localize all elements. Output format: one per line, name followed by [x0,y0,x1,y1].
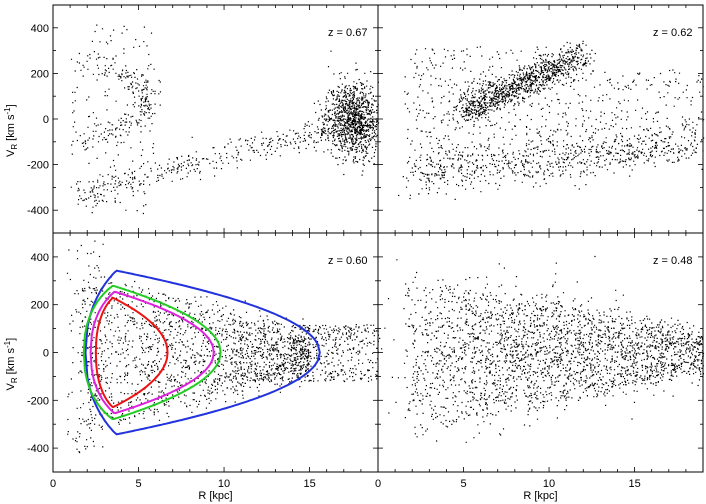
panel-frame [377,4,704,234]
y-tick-label: -200 [27,160,49,172]
y-tick-label: 200 [31,300,49,312]
scatter-dots [398,40,705,201]
x-tick-label: 0 [375,478,381,490]
scatter-points [398,40,705,201]
panel-top-left: z = 0.67 [52,4,380,234]
axis-ticks: 400 200 0 -200 -400 400 200 0 -200 -400 0 5 10 15 0 5 10… [27,4,704,490]
y-axis-label-bottom: VR [km s-1] [3,338,19,391]
y-tick-label: 400 [31,252,49,264]
panel-label: z = 0.62 [653,27,692,39]
y-tick-label: 200 [31,68,49,80]
orbit-curve [84,269,321,436]
x-tick-label: 0 [50,478,56,490]
panel-frame [52,232,379,473]
orbit-curve [94,296,169,409]
orbit-curve [82,284,222,421]
x-tick-label: 10 [543,478,555,490]
scatter-points [70,24,380,215]
y-tick-label: -200 [27,395,49,407]
x-axis-label-right: R [kpc] [523,490,557,502]
x-tick-label: 15 [303,478,315,490]
panel-frame [377,232,704,473]
orbit-curve [89,290,215,415]
x-axis-label-left: R [kpc] [198,490,232,502]
y-tick-label: -400 [27,205,49,217]
y-tick-label: 400 [31,23,49,35]
x-tick-label: 5 [460,478,466,490]
x-tick-label: 15 [628,478,640,490]
y-tick-label: 0 [43,114,49,126]
scatter-points [379,255,705,443]
panel-bottom-right: z = 0.48 [377,232,705,473]
y-tick-label: 0 [43,348,49,360]
scatter-dots [70,24,380,215]
panel-top-right: z = 0.62 [377,4,705,234]
scatter-dots [379,255,705,443]
panel-label: z = 0.60 [328,255,367,267]
y-axis-label-top: VR [km s-1] [3,104,19,157]
orbit-curves [82,269,321,436]
x-tick-label: 5 [135,478,141,490]
y-tick-label: -400 [27,443,49,455]
x-tick-label: 10 [218,478,230,490]
panel-label: z = 0.48 [653,255,692,267]
panel-label: z = 0.67 [328,27,367,39]
panel-bottom-left: z = 0.60 [52,232,380,473]
